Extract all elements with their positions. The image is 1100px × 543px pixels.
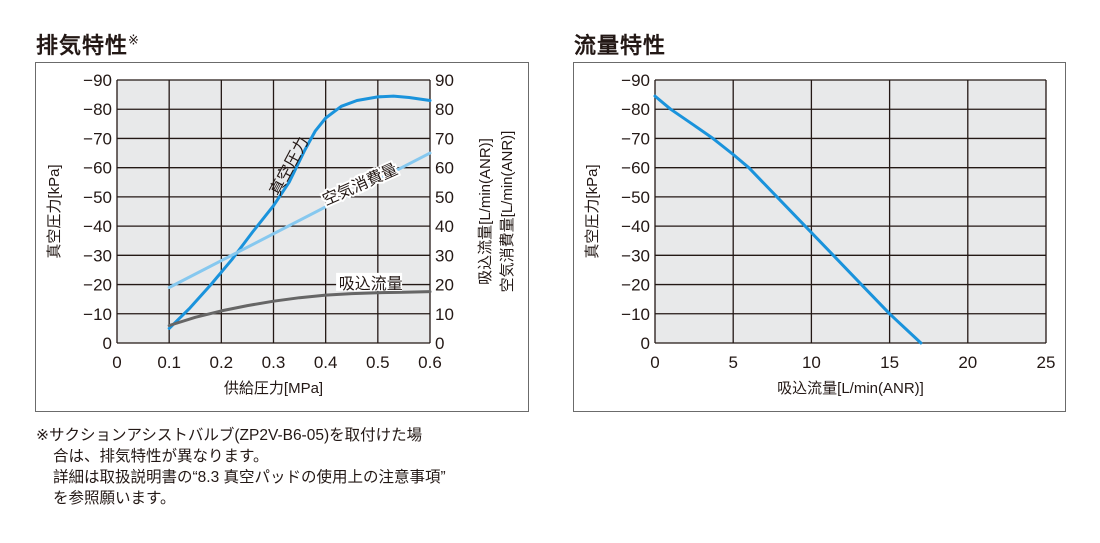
series-label-bg [336,272,403,291]
exhaust-title-mark: ※ [128,32,140,48]
y2-tick-label: 10 [435,305,454,324]
y-tick-label: −10 [621,305,650,324]
y2-tick-label: 40 [435,217,454,236]
y-tick-label: −10 [83,305,112,324]
note-line: 合は、排気特性が異なります。 [53,448,269,465]
y-tick-label: −40 [83,217,112,236]
x-tick-label: 0.4 [314,353,338,372]
y-axis-label: 真空圧力[kPa] [45,164,63,258]
y-tick-label: 0 [641,334,650,353]
series-line-air-consumption [167,151,432,289]
x-axis-label: 供給圧力[MPa] [224,380,323,397]
y-tick-label: −70 [83,129,112,148]
x-tick-label: 0 [112,353,121,372]
y-tick-label: −80 [83,100,112,119]
x-tick-label: 5 [728,353,737,372]
y2-tick-label: 90 [435,71,454,90]
y2-tick-label: 0 [435,334,444,353]
exhaust-title-text: 排気特性 [36,33,129,58]
x-tick-label: 0.1 [157,353,181,372]
exhaust-note: ※サクションアシストバルブ(ZP2V-B6-05)を取付けた場 合は、排気特性が… [36,425,446,509]
note-line: を参照願います。 [53,490,176,507]
y-tick-label: −50 [621,188,650,207]
y-tick-label: −80 [621,100,650,119]
y-tick-label: −70 [621,129,650,148]
y-tick-label: −50 [83,188,112,207]
series-line-vacuum-pressure [653,94,923,345]
flow-title: 流量特性 [574,33,667,58]
x-tick-label: 20 [958,353,977,372]
x-tick-label: 0.5 [366,353,390,372]
y-tick-label: −40 [621,217,650,236]
series-line-vacuum-pressure [167,94,432,330]
y2-tick-label: 60 [435,159,454,178]
y2-tick-label: 50 [435,188,454,207]
plot-area [655,80,1046,343]
y-tick-label: −60 [83,159,112,178]
note-line: 詳細は取扱説明書の“8.3 真空パッドの使用上の注意事項” [53,469,446,486]
x-axis-label: 吸込流量[L/min(ANR)] [777,380,924,397]
series-label-suction: 吸込流量 [339,275,403,293]
y-tick-label: −20 [83,276,112,295]
y2-tick-label: 80 [435,100,454,119]
x-tick-label: 0.2 [210,353,234,372]
y-axis-label: 真空圧力[kPa] [583,164,601,258]
y-tick-label: −30 [83,246,112,265]
y-tick-label: −30 [621,246,650,265]
x-tick-label: 0 [650,353,659,372]
y2-tick-label: 70 [435,129,454,148]
y-tick-label: −60 [621,159,650,178]
x-tick-label: 0.6 [418,353,442,372]
y-tick-label: −20 [621,276,650,295]
exhaust-title: 排気特性※ [36,28,140,60]
y2-tick-label: 20 [435,276,454,295]
series-line-suction-flow [167,290,432,327]
y2-axis-label: 空気消費量[L/min(ANR)] [499,131,516,293]
y2-tick-label: 30 [435,246,454,265]
y-tick-label: −90 [83,71,112,90]
x-tick-label: 15 [880,353,899,372]
y-tick-label: 0 [103,334,112,353]
note-line: ※サクションアシストバルブ(ZP2V-B6-05)を取付けた場 [36,427,423,444]
x-tick-label: 0.3 [262,353,286,372]
y-tick-label: −90 [621,71,650,90]
x-tick-label: 10 [802,353,821,372]
x-tick-label: 25 [1037,353,1056,372]
y2-axis-label: 吸込流量[L/min(ANR)] [477,138,494,285]
